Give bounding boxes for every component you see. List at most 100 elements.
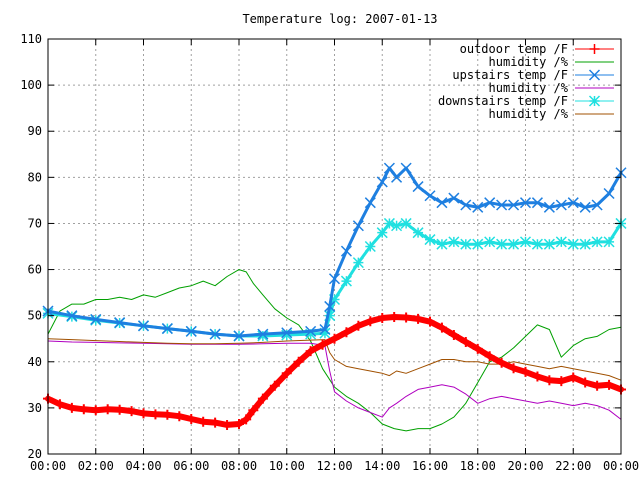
data-point: [364, 197, 376, 209]
axis-layer: 20 30 40 50 60 70 80 90 100 110 00:00 02:00 04:00 06:…: [20, 32, 639, 473]
x-tick-label: 14:00: [364, 459, 400, 473]
data-point: [567, 197, 579, 209]
data-point: [579, 201, 591, 213]
data-point: [391, 220, 403, 232]
data-point: [543, 238, 555, 250]
data-point: [508, 363, 519, 374]
grid-layer: [48, 39, 621, 454]
data-point: [66, 402, 77, 413]
data-point: [519, 236, 532, 248]
data-point: [281, 368, 292, 379]
data-point: [317, 339, 328, 350]
data-point: [269, 380, 280, 391]
data-point: [603, 187, 615, 200]
data-point: [579, 238, 591, 250]
data-point: [383, 162, 395, 174]
chart-title: Temperature log: 2007-01-13: [242, 12, 437, 26]
data-point: [425, 316, 435, 327]
data-point: [376, 227, 388, 239]
data-point: [436, 238, 448, 250]
data-point: [353, 320, 364, 331]
data-point: [424, 234, 436, 246]
data-point: [328, 273, 341, 285]
data-point: [222, 419, 233, 430]
data-point: [376, 176, 388, 188]
y-tick-label: 100: [20, 78, 42, 92]
data-point: [257, 330, 269, 342]
data-point: [241, 414, 252, 425]
series-layer: [42, 162, 627, 432]
data-point: [257, 328, 269, 340]
x-tick-label: 16:00: [412, 459, 448, 473]
data-point: [400, 162, 412, 174]
data-point: [319, 327, 331, 339]
data-point: [580, 377, 591, 388]
data-point: [588, 95, 601, 107]
data-point: [496, 357, 507, 368]
data-point: [162, 409, 173, 420]
data-point: [484, 197, 496, 209]
data-point: [448, 330, 459, 341]
series-line: [47, 340, 622, 420]
data-point: [508, 238, 520, 250]
legend-label: downstairs temp /F: [438, 94, 568, 108]
data-point: [568, 372, 579, 383]
x-tick-label: 20:00: [507, 459, 543, 473]
data-point: [340, 245, 352, 257]
data-point: [448, 236, 460, 248]
data-point: [78, 404, 89, 415]
data-point: [324, 300, 336, 312]
legend-label: upstairs temp /F: [452, 68, 568, 82]
series-2: [47, 269, 622, 432]
data-point: [281, 329, 293, 341]
legend-label: outdoor temp /F: [460, 42, 568, 56]
data-point: [324, 310, 336, 322]
series-6: [47, 338, 622, 381]
data-point: [174, 411, 185, 422]
legend-label: humidity /%: [489, 55, 569, 69]
data-point: [508, 199, 520, 211]
data-point: [436, 322, 447, 333]
data-point: [484, 351, 495, 362]
y-tick-label: 80: [28, 170, 42, 184]
y-tick-label: 70: [28, 216, 42, 230]
y-tick-label: 30: [28, 401, 42, 415]
data-point: [592, 380, 603, 391]
data-point: [114, 404, 125, 415]
data-point: [531, 197, 543, 209]
data-point: [555, 236, 567, 248]
data-point: [126, 406, 137, 417]
series-line: [47, 269, 622, 432]
data-point: [352, 257, 364, 269]
x-tick-label: 06:00: [173, 459, 209, 473]
data-point: [519, 197, 532, 209]
data-point: [234, 419, 244, 430]
data-point: [472, 201, 484, 213]
y-tick-label: 90: [28, 124, 42, 138]
data-point: [185, 325, 197, 337]
data-point: [352, 220, 364, 232]
x-tick-label: 02:00: [78, 459, 114, 473]
data-point: [412, 181, 424, 193]
data-point: [591, 236, 603, 248]
x-tick-label: 04:00: [125, 459, 161, 473]
data-point: [364, 240, 376, 253]
data-point: [543, 201, 555, 213]
y-tick-label: 110: [20, 32, 42, 46]
data-point: [233, 330, 245, 342]
data-point: [90, 405, 101, 416]
data-point: [293, 356, 304, 367]
data-point: [389, 312, 400, 323]
series-4: [47, 340, 622, 420]
data-point: [305, 325, 317, 337]
data-point: [591, 199, 603, 211]
data-point: [424, 190, 436, 202]
data-point: [198, 416, 209, 427]
data-point: [472, 238, 484, 250]
data-point: [520, 366, 531, 377]
data-point: [556, 376, 567, 387]
data-point: [460, 238, 472, 250]
data-point: [412, 227, 424, 239]
series-3: [42, 162, 627, 342]
data-point: [186, 413, 197, 424]
